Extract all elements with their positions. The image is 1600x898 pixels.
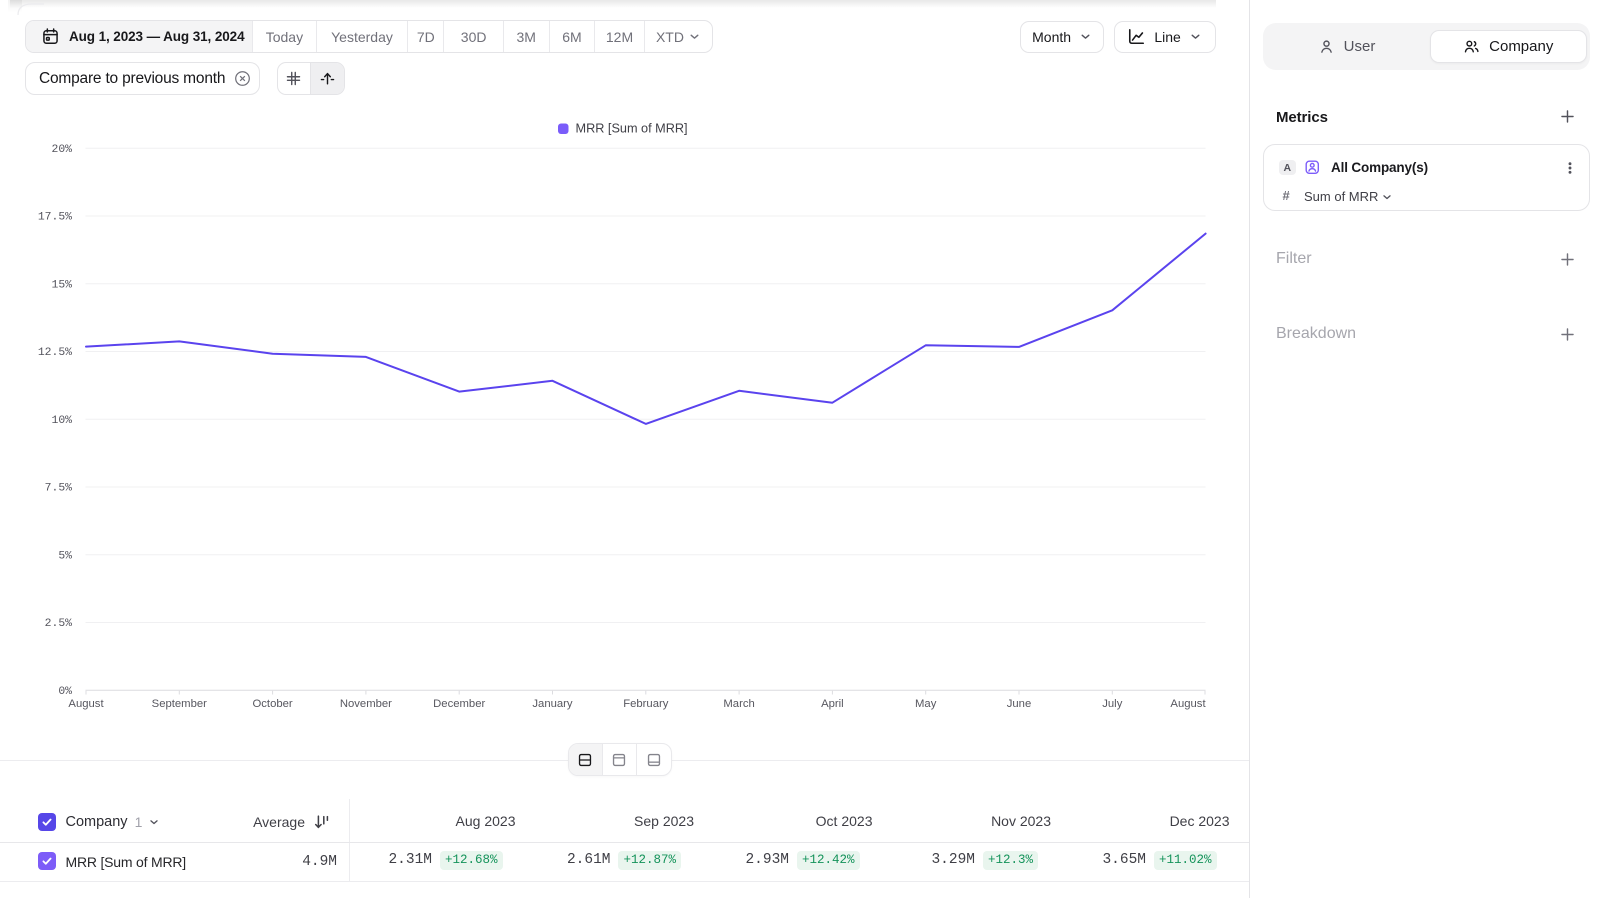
svg-text:April: April [821,698,844,710]
svg-text:June: June [1007,698,1032,710]
svg-text:August: August [1170,698,1206,710]
svg-text:10%: 10% [51,415,72,427]
svg-text:7.5%: 7.5% [45,483,73,495]
svg-text:MRR [Sum of MRR]: MRR [Sum of MRR] [576,122,688,136]
svg-text:15%: 15% [51,280,72,292]
svg-text:August: August [68,698,104,710]
svg-text:July: July [1102,698,1122,710]
svg-text:17.5%: 17.5% [38,212,72,224]
svg-text:5%: 5% [58,551,72,563]
svg-text:January: January [532,698,573,710]
svg-text:2.5%: 2.5% [45,618,73,630]
svg-text:September: September [152,698,207,710]
svg-text:February: February [623,698,669,710]
svg-text:12.5%: 12.5% [38,347,72,359]
svg-text:20%: 20% [51,144,72,156]
svg-text:December: December [433,698,485,710]
svg-text:October: October [253,698,293,710]
svg-text:May: May [915,698,937,710]
svg-text:March: March [723,698,754,710]
svg-text:November: November [340,698,392,710]
svg-text:0%: 0% [58,686,72,698]
